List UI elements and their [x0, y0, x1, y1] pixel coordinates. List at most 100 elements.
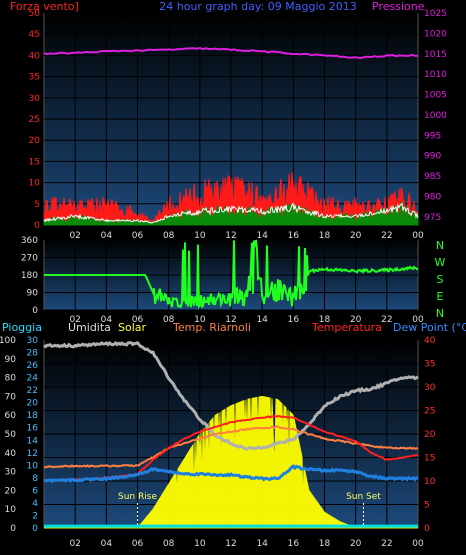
- humidity-tick-0: 0: [10, 524, 16, 534]
- pressure-axis: 975 980 985 990 995 1000 1005 1010 1015 1020 1025: [424, 9, 447, 223]
- humidity-tick-60: 60: [5, 411, 17, 421]
- wind-direction-x-tick-22: 22: [381, 315, 392, 325]
- wind-pressure-x-tick-02: 02: [69, 231, 80, 241]
- pressure-tick-1015: 1015: [424, 50, 447, 60]
- wind-pressure-x-axis: 02 04 06 08 10 12 14 16 18 20 22 00: [69, 231, 424, 241]
- solar-tick-18: 18: [27, 411, 39, 421]
- wind-speed-tick-40: 40: [29, 51, 41, 61]
- wind-speed-tick-45: 45: [29, 30, 40, 40]
- wind-direction-x-tick-20: 20: [350, 315, 362, 325]
- pressure-tick-1000: 1000: [424, 111, 447, 121]
- compass-letter-n-bottom: N: [436, 307, 444, 320]
- temperature-tick-30: 30: [424, 383, 436, 393]
- wind-direction-tick-270: 270: [21, 254, 38, 264]
- temperature-x-tick-20: 20: [350, 539, 362, 549]
- solar-tick-8: 8: [32, 474, 38, 484]
- wind-direction-x-tick-18: 18: [319, 315, 331, 325]
- compass-letter-s: S: [437, 273, 444, 286]
- bottom-legend: Pioggia Umidita Solar Temp. Riarnoli Tem…: [2, 321, 466, 334]
- wind-pressure-x-tick-18: 18: [319, 231, 331, 241]
- wind-direction-x-axis: 02 04 06 08 10 12 14 16 18 20 22 00: [69, 315, 424, 325]
- temperature-tick-5: 5: [424, 501, 430, 511]
- temperature-x-tick-04: 04: [101, 539, 113, 549]
- pressure-tick-975: 975: [424, 213, 441, 223]
- wind-speed-tick-25: 25: [29, 115, 40, 125]
- temperature-tick-35: 35: [424, 360, 435, 370]
- pressure-tick-1010: 1010: [424, 70, 447, 80]
- wind-average-line: [43, 202, 419, 224]
- pressure-axis-title: Pressione: [372, 0, 425, 13]
- legend-dew-temp: Temp. Riarnoli: [172, 321, 251, 334]
- sunrise-label: Sun Rise: [118, 492, 157, 502]
- pressure-series: [43, 46, 419, 59]
- wind-direction-panel: 0 90 180 270 360 02 04 06 08 10 12 14 16 18 20 22 00: [21, 236, 424, 325]
- wind-direction-x-tick-04: 04: [101, 315, 113, 325]
- legend-dewpoint: Dew Point (°C): [393, 321, 466, 334]
- wind-speed-tick-15: 15: [29, 157, 40, 167]
- wind-pressure-x-tick-14: 14: [256, 231, 268, 241]
- wind-pressure-x-tick-00: 00: [412, 231, 424, 241]
- humidity-tick-80: 80: [5, 374, 17, 384]
- humidity-tick-70: 70: [5, 392, 17, 402]
- temperature-tick-40: 40: [424, 336, 436, 346]
- temperature-x-axis: 02 04 06 08 10 12 14 16 18 20 22 00: [69, 539, 424, 549]
- dew-temp-series: [43, 425, 419, 469]
- solar-tick-14: 14: [27, 436, 39, 446]
- wind-direction-x-tick-14: 14: [256, 315, 268, 325]
- compass-letters: N W S E N: [435, 239, 446, 320]
- solar-tick-2: 2: [32, 511, 38, 521]
- wind-direction-axis: 0 90 180 270 360: [21, 236, 38, 316]
- solar-tick-0: 0: [32, 524, 38, 534]
- pressure-tick-980: 980: [424, 192, 441, 202]
- solar-tick-22: 22: [27, 386, 38, 396]
- wind-speed-axis: 0 5 10 15 20 25 30 35 40 45 50: [29, 9, 41, 231]
- humidity-tick-30: 30: [5, 468, 17, 478]
- legend-rain: Pioggia: [2, 321, 42, 334]
- solar-tick-10: 10: [27, 461, 39, 471]
- temperature-x-tick-16: 16: [288, 539, 300, 549]
- wind-speed-tick-10: 10: [29, 179, 41, 189]
- solar-tick-12: 12: [27, 449, 38, 459]
- wind-direction-x-tick-16: 16: [288, 315, 300, 325]
- wind-pressure-x-tick-06: 06: [132, 231, 144, 241]
- legend-humidity: Umidita: [68, 321, 111, 334]
- humidity-tick-100: 100: [0, 336, 16, 346]
- temperature-x-tick-22: 22: [381, 539, 392, 549]
- solar-tick-20: 20: [27, 399, 39, 409]
- compass-letter-n-top: N: [436, 239, 444, 252]
- temperature-x-tick-10: 10: [194, 539, 206, 549]
- wind-direction-series: [44, 239, 419, 310]
- solar-tick-24: 24: [27, 374, 39, 384]
- wind-pressure-x-tick-10: 10: [194, 231, 206, 241]
- wind-speed-tick-5: 5: [34, 200, 40, 210]
- wind-direction-x-tick-08: 08: [163, 315, 175, 325]
- dewpoint-series: [43, 463, 419, 484]
- wind-direction-tick-360: 360: [21, 236, 38, 246]
- wind-direction-x-tick-02: 02: [69, 315, 80, 325]
- humidity-axis: 0 10 20 30 40 50 60 70 80 90 100: [0, 336, 16, 534]
- compass-letter-w: W: [435, 256, 446, 269]
- solar-tick-26: 26: [27, 361, 39, 371]
- wind-speed-tick-35: 35: [29, 73, 40, 83]
- pressure-tick-1020: 1020: [424, 29, 447, 39]
- pressure-tick-1005: 1005: [424, 91, 447, 101]
- temperature-x-tick-02: 02: [69, 539, 80, 549]
- solar-tick-4: 4: [32, 499, 38, 509]
- wind-pressure-x-tick-22: 22: [381, 231, 392, 241]
- pressure-tick-985: 985: [424, 172, 441, 182]
- temperature-x-tick-18: 18: [319, 539, 331, 549]
- wind-pressure-x-tick-12: 12: [225, 231, 236, 241]
- wind-pressure-x-tick-04: 04: [101, 231, 113, 241]
- pressure-tick-995: 995: [424, 131, 441, 141]
- pressure-tick-1025: 1025: [424, 9, 447, 19]
- temperature-marks: [43, 340, 419, 529]
- wind-pressure-grid: [44, 12, 418, 226]
- wind-pressure-marks: [43, 46, 419, 226]
- temperature-x-tick-06: 06: [132, 539, 144, 549]
- humidity-tick-90: 90: [5, 355, 17, 365]
- temperature-tick-10: 10: [424, 477, 436, 487]
- solar-tick-6: 6: [32, 486, 38, 496]
